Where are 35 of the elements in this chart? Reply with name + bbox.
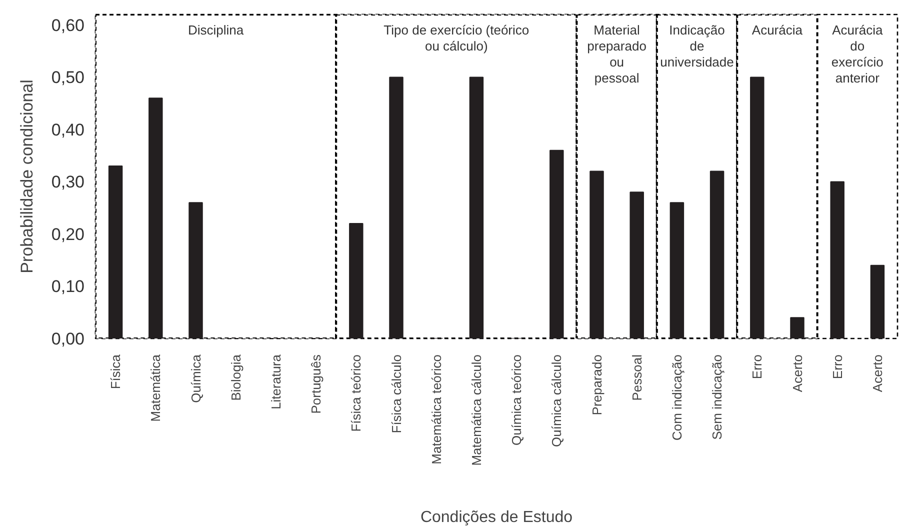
x-tick-label: Química cálculo (549, 354, 564, 447)
x-tick-label: Biologia (228, 354, 244, 401)
x-tick-label: Física (108, 354, 124, 390)
x-tick-label: Português (308, 354, 324, 414)
x-tick-label: Acerto (790, 354, 805, 392)
x-tick-label: Erro (750, 354, 765, 380)
x-tick-label: Matemática cálculo (468, 354, 484, 466)
y-tick-label: 0,10 (51, 277, 85, 296)
y-tick-label: 0,40 (51, 120, 85, 140)
band-label: Disciplina (188, 22, 244, 38)
x-tick-label: Física cálculo (388, 354, 404, 434)
y-axis-title: Probabilidade condicional (17, 80, 36, 274)
x-tick-label: Com indicação (669, 354, 684, 440)
x-tick-label: Erro (830, 354, 845, 380)
x-tick-label: Matemática (148, 354, 164, 422)
x-tick-label: Preparado (589, 354, 604, 416)
x-tick-label: Sem indicação (710, 354, 725, 440)
x-axis-title: Condições de Estudo (420, 508, 573, 526)
y-tick-label: 0,00 (51, 330, 85, 348)
x-tick-label: Pessoal (629, 354, 644, 401)
x-tick-label: Química teórico (509, 354, 524, 446)
band-label: Tipo de exercício (teórico ou cálculo) (384, 22, 530, 54)
band-label: Indicação de universidade (660, 22, 734, 70)
y-tick-label: 0,30 (51, 172, 85, 192)
y-tick-label: 0,60 (51, 16, 85, 35)
band-label: Acurácia (752, 22, 804, 38)
y-tick-label: 0,20 (51, 224, 85, 244)
x-tick-label: Química (188, 354, 204, 403)
x-tick-label: Acerto (870, 354, 885, 392)
annotation: Acurácia do exercício anterior (831, 22, 884, 86)
x-tick-label: Literatura (268, 354, 284, 410)
x-tick-label: Física teórico (348, 354, 364, 432)
x-tick-label: Matemática teórico (428, 354, 444, 464)
y-tick-label: 0,50 (51, 68, 85, 88)
band-label: Material preparado ou pessoal (587, 22, 646, 86)
